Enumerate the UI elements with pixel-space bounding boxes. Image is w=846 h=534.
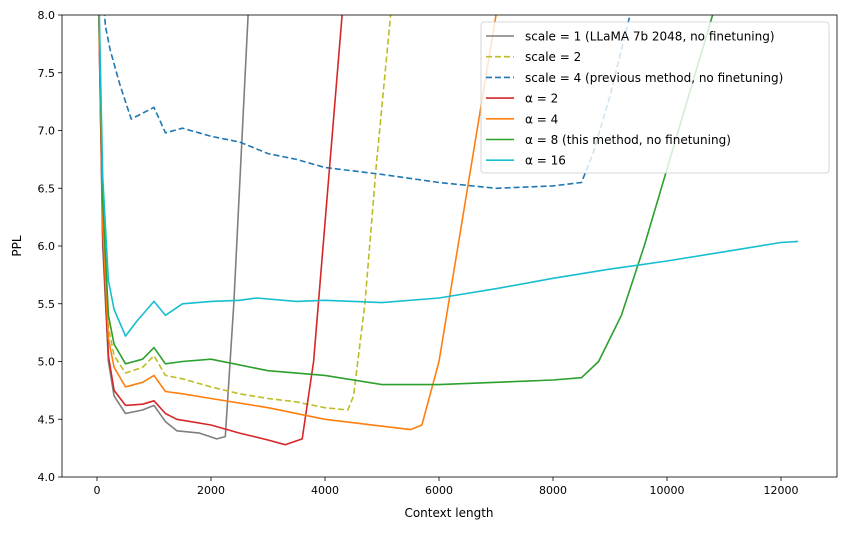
- series-line: [98, 15, 714, 386]
- legend-label: scale = 4 (previous method, no finetunin…: [525, 71, 783, 85]
- y-tick-label: 8.0: [38, 9, 56, 22]
- y-tick-label: 4.5: [38, 413, 56, 426]
- x-axis-label: Context length: [404, 506, 493, 520]
- legend: scale = 1 (LLaMA 7b 2048, no finetuning)…: [480, 21, 830, 174]
- x-tick-label: 0: [93, 484, 100, 497]
- legend-label: α = 4: [525, 112, 558, 126]
- series-line: [98, 15, 392, 411]
- series-line: [98, 15, 343, 446]
- legend-label: α = 16: [525, 154, 566, 168]
- y-tick-label: 4.0: [38, 471, 56, 484]
- y-axis: 4.0 4.5 5.0 5.5 6.0 6.5 7.0 7.5 8.0: [38, 9, 62, 484]
- series-line: [98, 15, 497, 431]
- series-lines: [98, 15, 799, 446]
- x-tick-label: 12000: [764, 484, 799, 497]
- y-tick-label: 6.0: [38, 240, 56, 253]
- legend-label: α = 2: [525, 92, 558, 106]
- y-tick-label: 7.0: [38, 125, 56, 138]
- x-axis: 0 2000 4000 6000 8000 10000 12000: [93, 477, 799, 497]
- legend-label: α = 8 (this method, no finetuning): [525, 133, 731, 147]
- y-tick-label: 7.5: [38, 67, 56, 80]
- y-tick-label: 5.0: [38, 356, 56, 369]
- x-tick-label: 10000: [650, 484, 685, 497]
- y-axis-label: PPL: [10, 235, 24, 256]
- x-tick-label: 2000: [197, 484, 225, 497]
- series-line: [98, 15, 799, 337]
- series-line: [103, 15, 631, 190]
- series-line: [98, 15, 249, 440]
- x-tick-label: 4000: [311, 484, 339, 497]
- x-tick-label: 6000: [425, 484, 453, 497]
- legend-label: scale = 1 (LLaMA 7b 2048, no finetuning): [525, 30, 775, 44]
- x-tick-label: 8000: [539, 484, 567, 497]
- y-tick-label: 5.5: [38, 298, 56, 311]
- legend-label: scale = 2: [525, 50, 581, 64]
- y-tick-label: 6.5: [38, 182, 56, 195]
